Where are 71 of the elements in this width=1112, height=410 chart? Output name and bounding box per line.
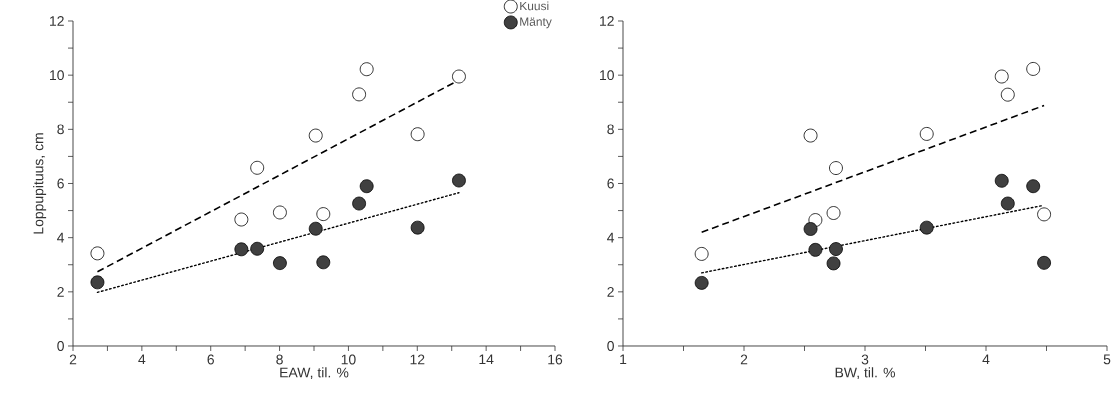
y-tick-label: 6 (607, 178, 614, 189)
point (803, 222, 818, 236)
point (826, 206, 841, 220)
point (1026, 179, 1041, 194)
point (90, 275, 105, 290)
point (90, 246, 105, 261)
point (694, 275, 709, 290)
point (919, 220, 934, 235)
x-tick-label: 1 (620, 354, 627, 365)
point (1026, 62, 1041, 76)
point (234, 212, 249, 227)
x-tick-label: 2 (740, 354, 748, 365)
point (826, 256, 841, 271)
y-tick-label: 6 (57, 178, 64, 189)
point (234, 242, 249, 257)
x-tick-label: 5 (1103, 354, 1111, 365)
point (994, 173, 1009, 188)
x-tick-label: 4 (982, 354, 990, 365)
x-tick-label: 12 (410, 354, 425, 365)
point (919, 127, 934, 141)
point (316, 255, 331, 270)
point (1000, 87, 1015, 102)
x-tick-label: 4 (138, 354, 146, 365)
point (694, 247, 709, 261)
point (829, 242, 843, 256)
x-tick-label: 6 (207, 354, 214, 365)
point (410, 127, 425, 142)
y-tick-label: 2 (607, 286, 614, 297)
point (273, 205, 287, 220)
x-tick-label: 14 (479, 354, 494, 365)
x-tick-label: 8 (276, 354, 283, 365)
x-tick-label: 16 (548, 354, 563, 365)
y-tick-label: 12 (600, 16, 614, 26)
y-tick-label: 4 (57, 232, 65, 243)
point (359, 62, 374, 77)
y-tick-label: 0 (57, 341, 64, 351)
legend-label: Mänty (520, 17, 552, 29)
point (808, 242, 823, 257)
y-tick-label: 0 (607, 341, 614, 351)
point (352, 87, 367, 102)
point (803, 128, 818, 143)
x-tick-label: 2 (69, 354, 77, 365)
point (1037, 255, 1051, 270)
point (452, 69, 466, 84)
x-tick-label: 10 (341, 354, 356, 365)
y-tick-label: 12 (50, 16, 64, 26)
point (1000, 196, 1015, 211)
x-axis-title: EAW, til. % (280, 367, 349, 380)
point (250, 241, 265, 256)
point (316, 207, 331, 221)
point (829, 161, 843, 175)
y-axis-title: Loppupituus, cm (33, 133, 47, 234)
x-axis-title: BW, til. % (835, 367, 895, 380)
point (308, 128, 323, 143)
legend-label: Kuusi (520, 1, 549, 11)
y-tick-label: 10 (600, 70, 614, 81)
point (359, 179, 374, 194)
point (308, 221, 323, 236)
point (410, 220, 425, 235)
point (273, 256, 287, 271)
point (352, 196, 367, 211)
x-tick-label: 3 (861, 354, 869, 365)
y-tick-label: 8 (607, 124, 614, 135)
y-tick-label: 4 (607, 232, 615, 243)
y-tick-label: 10 (50, 70, 64, 81)
point (452, 173, 466, 188)
point (994, 69, 1009, 84)
y-tick-label: 2 (57, 286, 64, 297)
y-tick-label: 8 (57, 124, 64, 135)
point (250, 160, 265, 175)
point (1037, 207, 1051, 222)
